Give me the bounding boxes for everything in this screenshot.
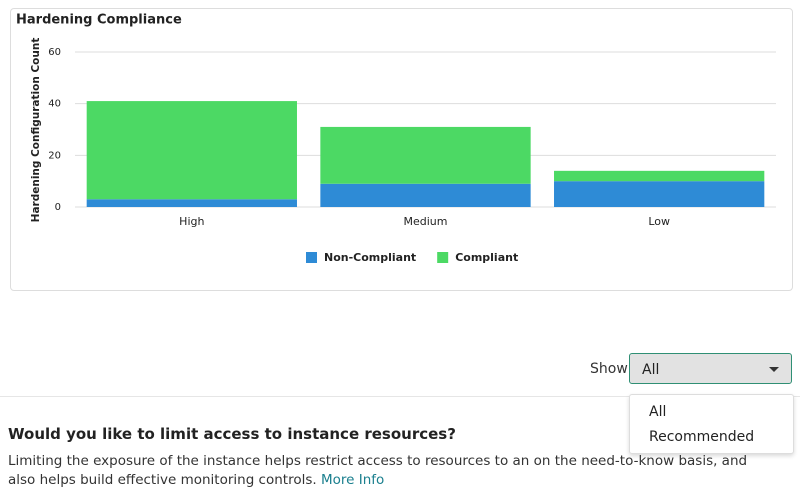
x-tick-label: Low	[648, 215, 670, 228]
chart-title: Hardening Compliance	[16, 13, 182, 28]
bar-segment	[320, 183, 531, 207]
description-text: Limiting the exposure of the instance he…	[8, 453, 748, 488]
y-tick-label: 60	[48, 47, 61, 58]
option[interactable]: All	[649, 404, 667, 420]
section-description: Limiting the exposure of the instance he…	[8, 452, 778, 490]
y-tick-label: 20	[48, 150, 61, 161]
filter-select[interactable]: All	[629, 353, 792, 384]
x-tick-label: Medium	[404, 215, 448, 228]
bar-segment	[86, 199, 297, 207]
chart-card	[10, 8, 793, 291]
chart: Hardening Compliance Hardening Configura…	[16, 13, 776, 264]
legend-swatch	[437, 252, 449, 263]
legend-swatch	[306, 252, 317, 263]
legend-label: Non-Compliant	[324, 251, 416, 264]
bar-segment	[86, 101, 297, 200]
divider	[0, 396, 800, 397]
y-tick-label: 40	[48, 99, 61, 110]
bar-segment	[554, 181, 765, 207]
bar-segment	[320, 126, 531, 184]
bar-segment	[554, 170, 765, 182]
x-tick-label: High	[179, 215, 204, 228]
section-heading: Would you like to limit access to instan…	[8, 425, 456, 443]
filter-label: Show	[590, 361, 628, 377]
more-info-link[interactable]: More Info	[320, 472, 385, 488]
selected-value: All	[642, 362, 660, 378]
dropdown-menu: All Recommended	[629, 394, 794, 454]
legend-label: Compliant	[455, 251, 518, 264]
y-axis-label: Hardening Configuration Count	[30, 38, 42, 223]
y-tick-label: 0	[55, 202, 61, 213]
option[interactable]: Recommended	[649, 429, 755, 445]
caret	[769, 367, 779, 372]
